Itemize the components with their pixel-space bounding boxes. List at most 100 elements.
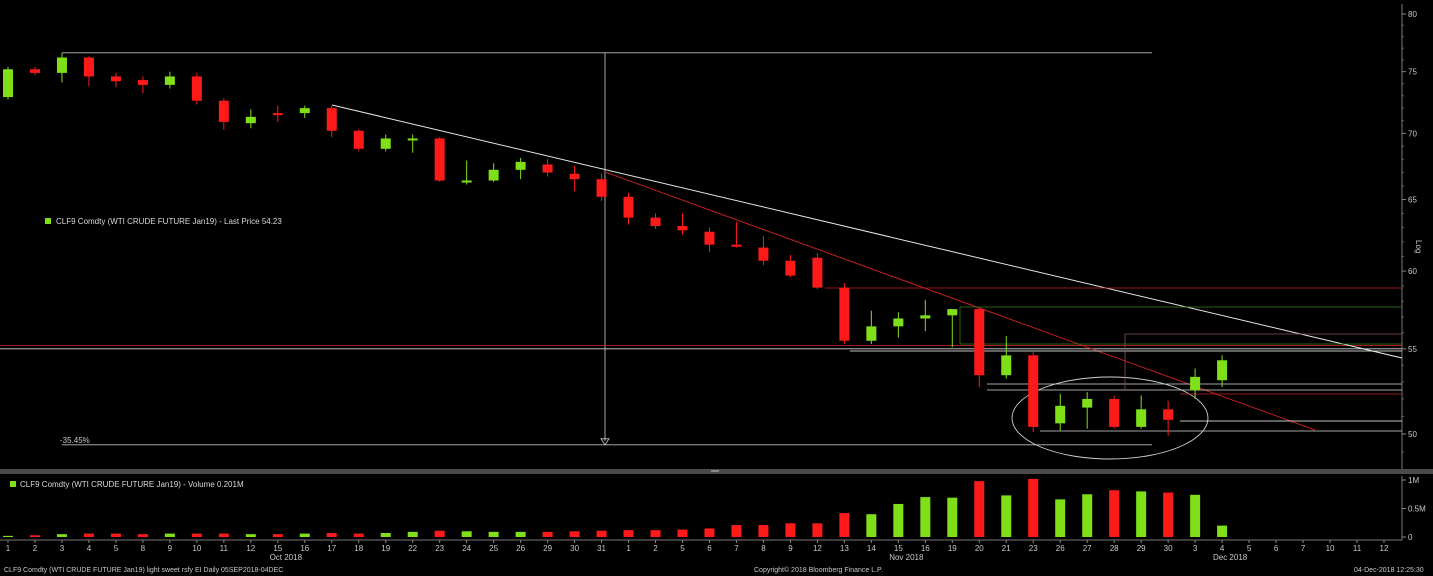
volume-legend-label: CLF9 Comdty (WTI CRUDE FUTURE Jan19) - V… (20, 480, 244, 489)
volume-legend-swatch (10, 481, 16, 487)
volume-bar (542, 531, 553, 537)
volume-bar (245, 534, 256, 537)
candle-body (947, 309, 958, 316)
candle-body (812, 257, 823, 288)
volume-legend[interactable]: CLF9 Comdty (WTI CRUDE FUTURE Jan19) - V… (10, 480, 244, 489)
candle-body (1190, 376, 1201, 391)
candle-body (1136, 409, 1147, 427)
price-tick-label: 55 (1408, 345, 1417, 354)
volume-bar (731, 525, 742, 537)
x-tick-label: 1 (6, 544, 11, 553)
panel-divider-grip[interactable] (711, 470, 719, 472)
x-tick-label: 22 (408, 544, 417, 553)
candle-body (353, 130, 364, 149)
x-tick-label: 28 (1110, 544, 1119, 553)
candle-body (623, 196, 634, 218)
candle-body (56, 57, 67, 73)
candle-body (3, 69, 13, 98)
volume-bar (596, 530, 607, 537)
price-legend-swatch (45, 218, 51, 224)
price-legend[interactable]: CLF9 Comdty (WTI CRUDE FUTURE Jan19) - L… (45, 217, 282, 226)
price-tick-label: 75 (1408, 68, 1417, 77)
x-tick-label: 5 (680, 544, 685, 553)
volume-bar (758, 525, 769, 537)
volume-bar (56, 534, 67, 537)
candle-body (650, 217, 661, 227)
x-tick-label: 18 (354, 544, 363, 553)
volume-bar (353, 533, 364, 537)
candle-body (245, 116, 256, 124)
x-tick-label: 30 (1164, 544, 1173, 553)
volume-bar (407, 531, 418, 537)
candle-body (272, 113, 283, 116)
x-tick-label: 31 (597, 544, 606, 553)
x-tick-label: 10 (192, 544, 201, 553)
volume-bar (839, 513, 850, 537)
price-tick-label: 60 (1408, 267, 1417, 276)
volume-layer (3, 478, 1228, 537)
x-tick-label: 9 (168, 544, 173, 553)
log-scale-label: Log (1414, 240, 1423, 253)
x-tick-label: 24 (462, 544, 471, 553)
candle-body (1163, 409, 1174, 420)
candle-body (1109, 398, 1120, 427)
volume-tick-label: 0 (1408, 533, 1413, 542)
candle-body (569, 173, 580, 180)
x-tick-label: 7 (1301, 544, 1306, 553)
candle-body (434, 138, 445, 181)
candle-body (29, 69, 40, 73)
x-tick-label: 1 (626, 544, 631, 553)
footer-center: Copyright© 2018 Bloomberg Finance L.P. (754, 566, 883, 574)
candle-body (218, 100, 229, 122)
candle-body (704, 231, 715, 245)
x-tick-label: 27 (1083, 544, 1092, 553)
candle-body (380, 138, 391, 149)
candle-body (407, 138, 418, 141)
candle-body (731, 244, 742, 247)
volume-bar (569, 531, 580, 537)
candle-body (299, 108, 310, 114)
price-tick-label: 70 (1408, 129, 1417, 138)
candle-body (893, 318, 904, 327)
x-tick-label: 4 (87, 544, 92, 553)
volume-bar (704, 528, 715, 537)
volume-bar (83, 533, 94, 537)
volume-bar (893, 503, 904, 537)
candle-body (164, 76, 175, 85)
candle-layer (3, 52, 1228, 436)
x-tick-label: 12 (1380, 544, 1389, 553)
x-tick-label: 29 (543, 544, 552, 553)
volume-bar (326, 533, 337, 537)
drawdown-label: -35.45% (60, 436, 90, 445)
x-tick-label: 7 (734, 544, 739, 553)
volume-bar (920, 497, 931, 537)
volume-bar (515, 531, 526, 537)
x-tick-label: 10 (1326, 544, 1335, 553)
footer-left: CLF9 Comdty (WTI CRUDE FUTURE Jan19) lig… (4, 567, 283, 574)
volume-bar (1190, 494, 1201, 537)
volume-bar (785, 523, 796, 537)
candle-body (785, 260, 796, 276)
x-tick-label: 5 (1247, 544, 1252, 553)
candle-body (839, 287, 850, 341)
annotation-layer (0, 52, 1403, 460)
volume-bar (164, 533, 175, 537)
candle-body (488, 169, 499, 181)
month-label: Nov 2018 (889, 553, 924, 562)
volume-bar (1055, 499, 1066, 537)
x-tick-label: 19 (948, 544, 957, 553)
x-tick-label: 20 (975, 544, 984, 553)
x-tick-label: 11 (220, 544, 229, 553)
x-tick-label: 13 (840, 544, 849, 553)
x-tick-label: 30 (570, 544, 579, 553)
volume-bar (488, 531, 499, 537)
x-tick-label: 16 (921, 544, 930, 553)
x-tick-label: 25 (489, 544, 498, 553)
white-downtrend-line (331, 104, 1403, 359)
month-label: Oct 2018 (270, 553, 303, 562)
volume-bar (1109, 490, 1120, 537)
volume-bar (434, 530, 445, 537)
volume-tick-label: 0.5M (1408, 505, 1426, 514)
volume-bar (191, 533, 202, 537)
